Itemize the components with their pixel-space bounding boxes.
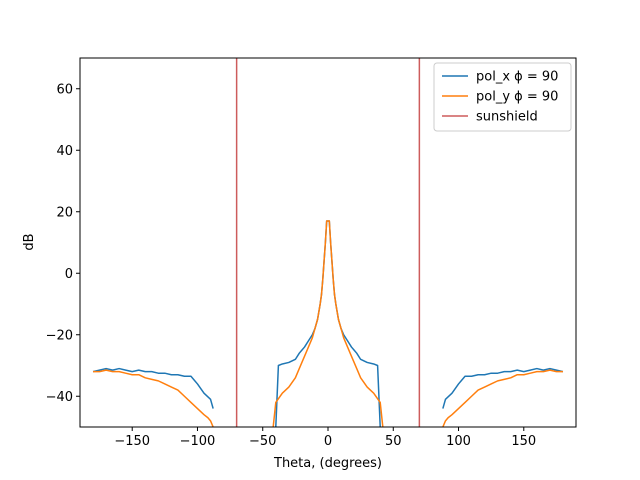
x-tick-label: 150	[511, 434, 536, 449]
series-line-segment	[92, 367, 214, 409]
y-tick-label: 20	[56, 205, 73, 220]
y-tick-label: −40	[46, 390, 73, 405]
y-tick-label: 0	[65, 267, 73, 282]
x-tick-label: −100	[180, 434, 216, 449]
x-tick-label: 0	[324, 434, 332, 449]
y-tick-label: −20	[46, 328, 73, 343]
x-tick-label: −150	[114, 434, 150, 449]
series-line-segment	[442, 367, 564, 409]
plot-area	[92, 58, 564, 427]
series-1	[93, 220, 563, 427]
legend-item: pol_x ϕ = 90	[442, 70, 558, 85]
x-tick-label: 50	[385, 434, 402, 449]
y-tick-label: 60	[56, 82, 73, 97]
legend-item: pol_y ϕ = 90	[442, 90, 558, 105]
legend-label: pol_x ϕ = 90	[476, 70, 558, 85]
series-line-segment	[93, 369, 214, 427]
x-tick-label: −50	[249, 434, 276, 449]
series-2	[235, 58, 421, 427]
legend-label: pol_y ϕ = 90	[476, 90, 558, 105]
y-axis: −40 −20 0 20 40 60	[46, 82, 80, 405]
legend-box	[433, 62, 572, 132]
legend: pol_x ϕ = 90 pol_y ϕ = 90 sunshield	[433, 62, 572, 132]
legend-item: sunshield	[442, 110, 538, 125]
legend-label: sunshield	[476, 110, 538, 125]
x-axis-label: Theta, (degrees)	[273, 456, 382, 471]
x-axis: −150 −100 −50 0 50 100 150	[114, 427, 536, 449]
y-tick-label: 40	[56, 144, 73, 159]
series-line-segment	[442, 369, 563, 427]
series-line-segment	[272, 220, 384, 427]
y-axis-label: dB	[22, 233, 37, 250]
x-tick-label: 100	[446, 434, 471, 449]
